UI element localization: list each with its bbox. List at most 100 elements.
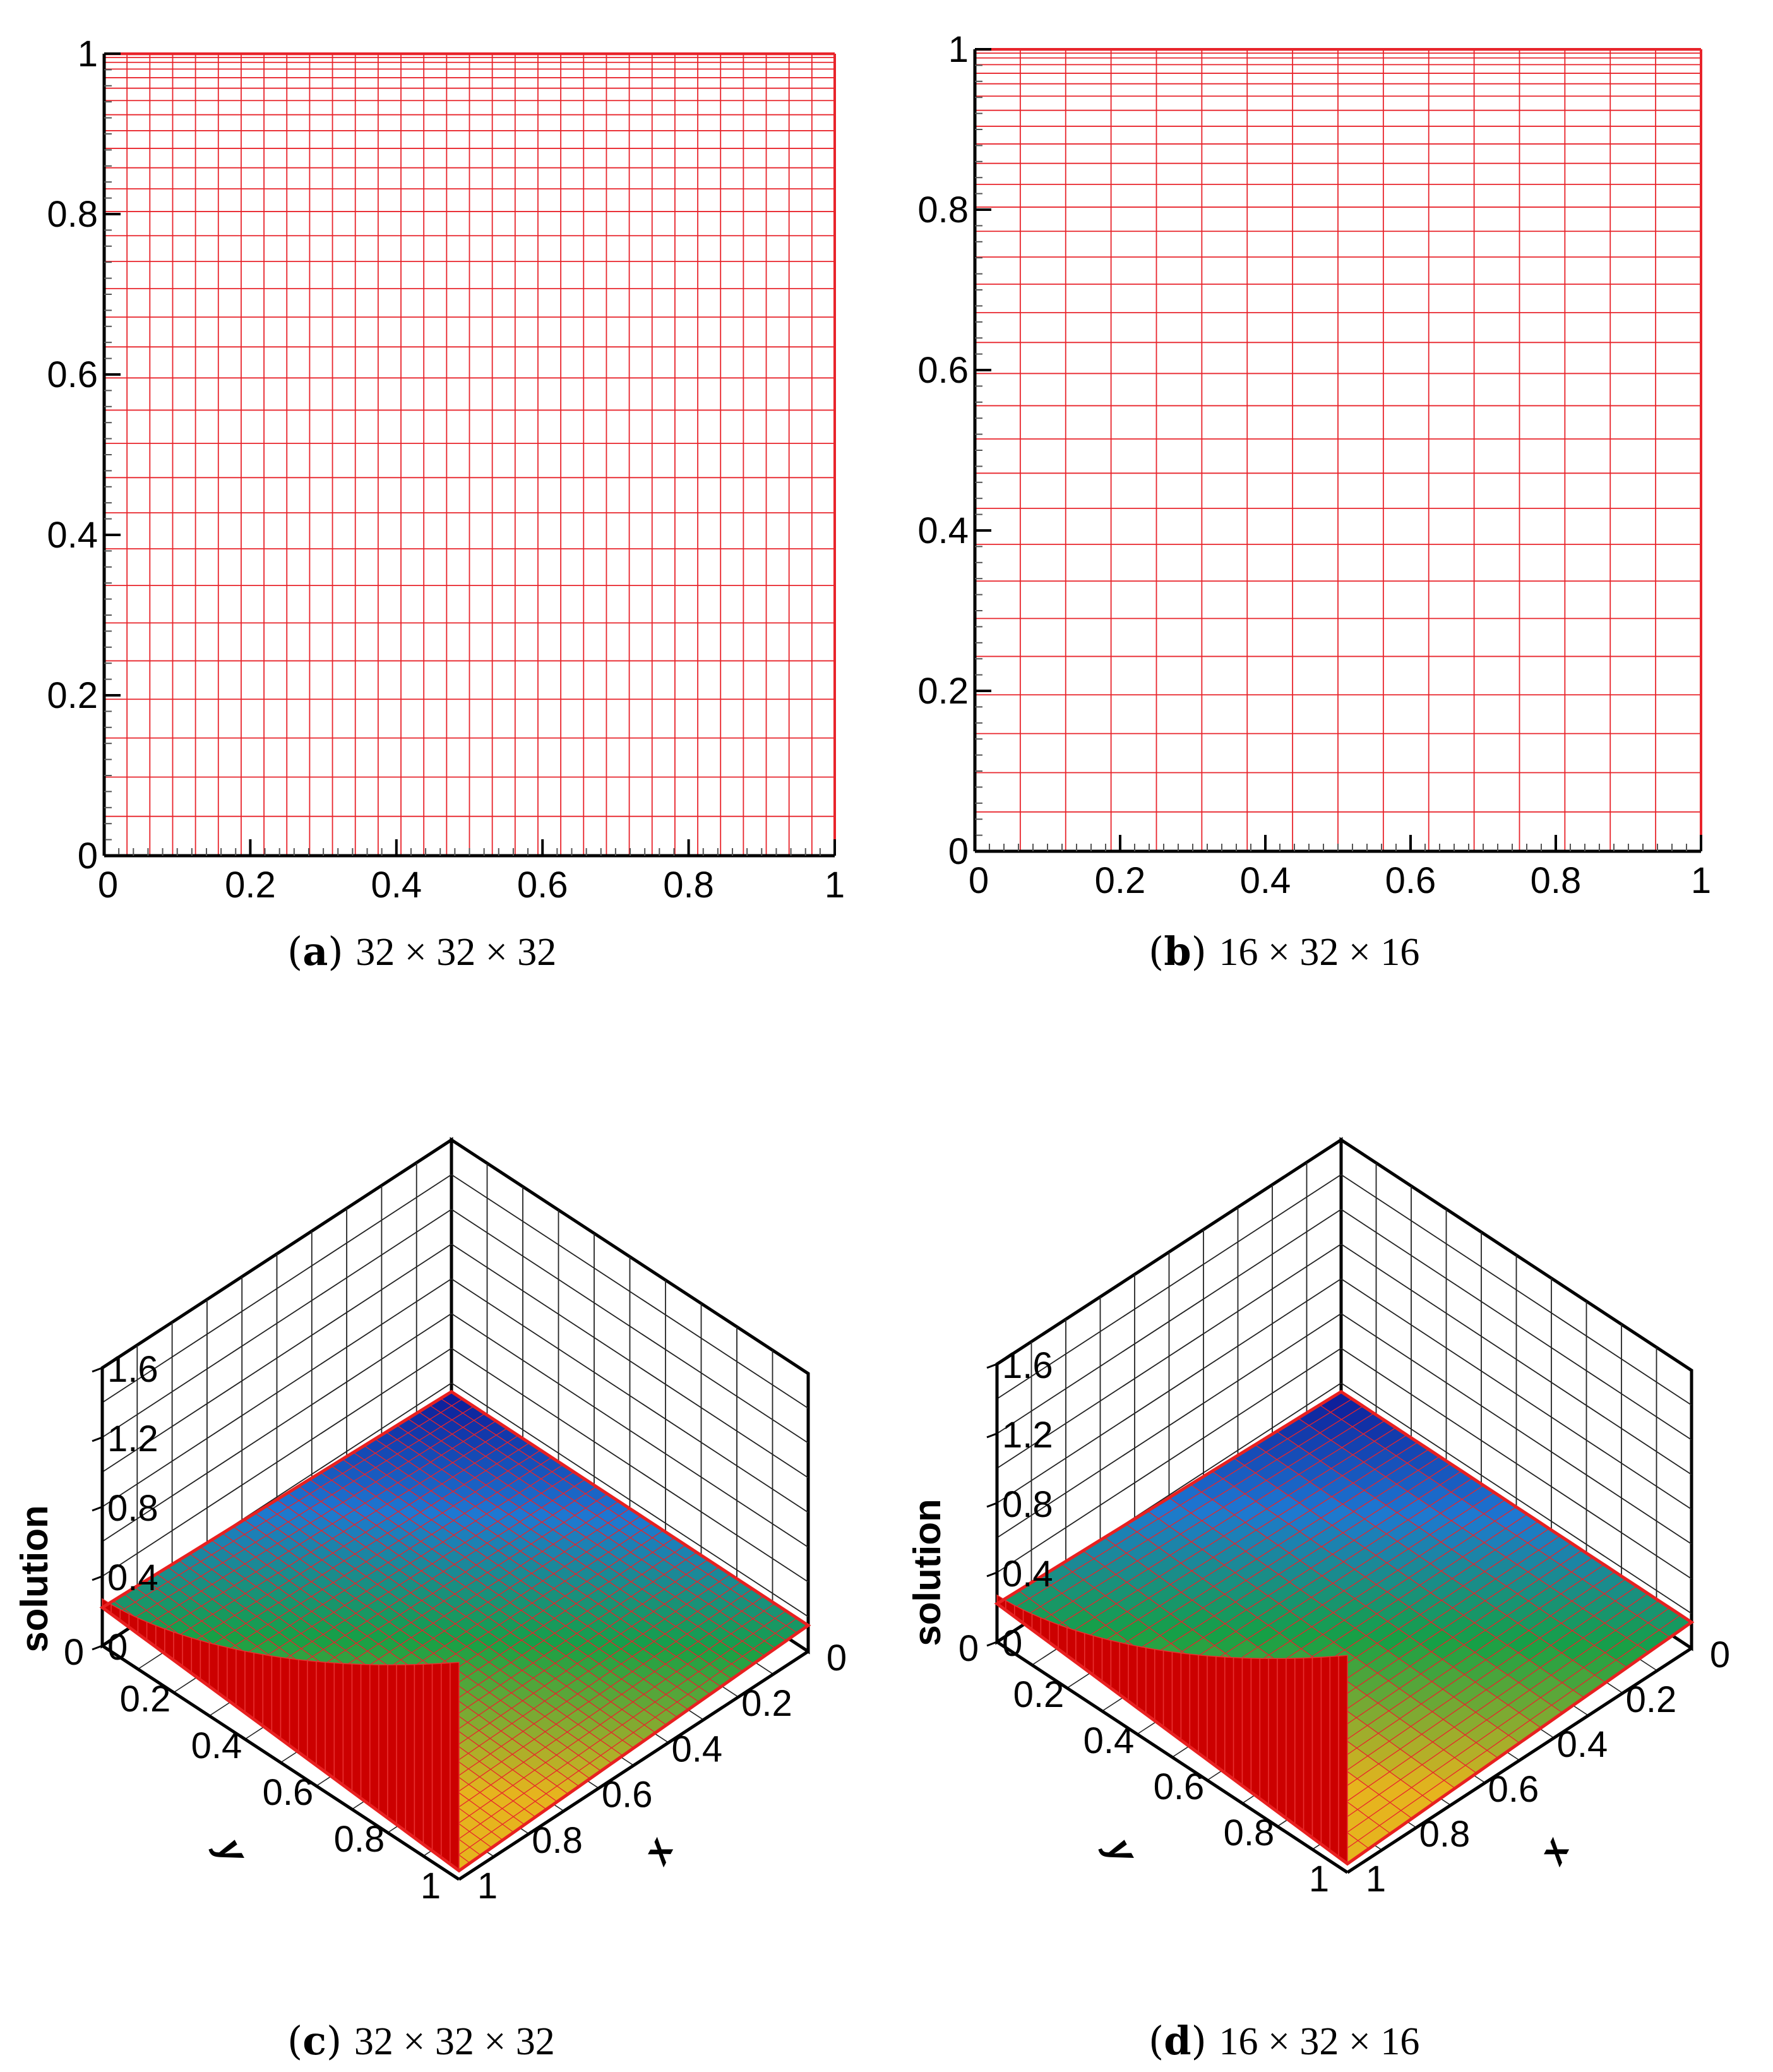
- wall-strip: [289, 1658, 299, 1754]
- x-tick-label: 0.8: [532, 1820, 583, 1861]
- y-tick-label: 0.4: [191, 1725, 242, 1766]
- wall-grid-line: [102, 1348, 452, 1577]
- wall-strip: [1101, 1638, 1112, 1689]
- x-tick-label: 0.2: [1626, 1679, 1677, 1720]
- caption-a-letter: a: [302, 928, 328, 974]
- x-tick-label: 1: [1691, 860, 1711, 901]
- wall-strip: [1259, 1658, 1269, 1807]
- wall-grid-line: [996, 1278, 1342, 1504]
- y-tick-label: 0.6: [47, 354, 98, 395]
- wall-strip: [450, 1662, 460, 1872]
- mesh-plot-b: 0 0.2 0.4 0.6 0.8 1 0 0.2 0.4 0.6 0.8 1: [917, 29, 1711, 901]
- wall-strip: [414, 1663, 424, 1846]
- wall-strip: [369, 1664, 379, 1812]
- wall-grid-line: [1340, 1348, 1692, 1579]
- wall-strip: [1180, 1652, 1191, 1748]
- wall-strip: [227, 1646, 237, 1708]
- wall-strip: [1329, 1655, 1339, 1859]
- wall-grid-line: [451, 1348, 809, 1583]
- surface-plot-c: 0 0.4 0.8 1.2 1.6 0 0.2 0.4 0.6 0.8 1 0 0.2 0.4 0.6 0.8…: [13, 1137, 847, 1907]
- x-tick-label: 0: [98, 865, 118, 906]
- wall-strip: [396, 1664, 407, 1833]
- caption-b-letter: b: [1164, 928, 1191, 974]
- y-tick-label: 0: [64, 1632, 84, 1673]
- wall-strip: [1268, 1658, 1278, 1813]
- wall-strip: [1294, 1657, 1304, 1833]
- wall-grid-line: [451, 1278, 809, 1513]
- wall-grid-line: [102, 1243, 452, 1473]
- wall-strip: [387, 1664, 397, 1826]
- z-tick-label: 1.2: [107, 1418, 158, 1459]
- x-tick-label: 0: [1710, 1634, 1730, 1675]
- wall-strip: [1154, 1648, 1164, 1728]
- wall-strip: [1224, 1656, 1234, 1780]
- x-axis-title: x: [633, 1830, 682, 1872]
- surface-plot-d: 0 0.4 0.8 1.2 1.6 0 0.2 0.4 0.6 0.8 1 0 0.2 0.4 0.6 0.8…: [906, 1137, 1730, 1900]
- wall-strip: [1250, 1658, 1261, 1800]
- wall-strip: [1119, 1641, 1129, 1703]
- wall-strip: [271, 1655, 282, 1740]
- wall-grid-line: [102, 1174, 452, 1403]
- wall-strip: [1207, 1655, 1217, 1768]
- y-tick-label: 1: [421, 1865, 441, 1907]
- wall-grid-line: [1340, 1278, 1692, 1510]
- x-tick-label: 0.2: [741, 1683, 792, 1724]
- mesh-grid: [974, 48, 1702, 853]
- z-tick-label: 0: [107, 1627, 128, 1668]
- panel-d: 0 0.4 0.8 1.2 1.6 0 0.2 0.4 0.6 0.8 1 0 0.2 0.4 0.6 0.8…: [886, 1036, 1773, 2072]
- y-tick-label: 0.8: [334, 1819, 385, 1860]
- z-major-tick: [986, 1432, 998, 1439]
- wall-grid-line: [996, 1209, 1342, 1434]
- z-major-tick: [986, 1641, 998, 1647]
- wall-strip: [1215, 1656, 1226, 1774]
- y-axis-title: y: [208, 1829, 256, 1871]
- mesh-plot-a: 0 0.2 0.4 0.6 0.8 1 0 0.2 0.4 0.6 0.8 1: [47, 33, 845, 906]
- z-major-tick: [986, 1502, 998, 1508]
- wall-strip: [280, 1656, 290, 1747]
- wall-grid-line: [102, 1278, 452, 1507]
- y-tick-label: 0.4: [47, 515, 98, 556]
- y-tick-label: 0.4: [917, 510, 969, 551]
- wall-strip: [1320, 1656, 1331, 1852]
- z-major-tick: [986, 1363, 998, 1369]
- y-tick-label: 0.8: [1224, 1812, 1275, 1853]
- wall-strip: [244, 1650, 254, 1721]
- x-tick-label: 0: [827, 1638, 847, 1679]
- panel-c: 0 0.4 0.8 1.2 1.6 0 0.2 0.4 0.6 0.8 1 0 0.2 0.4 0.6 0.8…: [0, 1036, 886, 2072]
- wall-strip: [325, 1662, 335, 1780]
- y-tick-label: 0.6: [917, 350, 969, 391]
- x-tick-label: 0.2: [1095, 860, 1146, 901]
- wall-grid-line: [451, 1209, 809, 1444]
- z-axis-title: solution: [906, 1499, 948, 1646]
- wall-strip: [1241, 1657, 1252, 1794]
- wall-strip: [298, 1659, 308, 1760]
- wall-strip: [1145, 1647, 1155, 1722]
- y-tick-label: 0.4: [1084, 1720, 1135, 1761]
- surface-border: [99, 1389, 811, 1873]
- x-tick-label: 0.8: [1419, 1814, 1471, 1855]
- z-tick-label: 0: [1002, 1623, 1022, 1664]
- wall-strip: [1198, 1654, 1208, 1761]
- y-tick-label: 0.8: [47, 194, 98, 235]
- x-tick-label: 0.6: [1488, 1769, 1539, 1810]
- wall-grid-line: [1340, 1209, 1692, 1440]
- wall-strip: [405, 1664, 415, 1839]
- x-tick-label: 1: [1366, 1859, 1386, 1900]
- x-axis-title: x: [1529, 1830, 1578, 1872]
- surface-border: [994, 1389, 1695, 1866]
- y-tick-label: 0.2: [120, 1679, 171, 1720]
- wall-strip: [1303, 1657, 1313, 1839]
- z-axis-title: solution: [13, 1505, 56, 1652]
- y-tick-label: 0.2: [47, 675, 98, 716]
- z-tick-label: 0.4: [107, 1557, 158, 1598]
- caption-c: (c) 32 × 32 × 32: [287, 2018, 555, 2064]
- x-tick-label: 1: [477, 1865, 498, 1907]
- wall-grid-line: [451, 1243, 809, 1478]
- y-tick-label: 0.2: [1013, 1674, 1065, 1715]
- x-tick-label: 0.2: [225, 865, 276, 906]
- wall-strip: [1189, 1653, 1199, 1754]
- y-axis-title: y: [1097, 1829, 1146, 1871]
- y-tick-label: 1: [78, 33, 98, 75]
- y-tick-label: 0.6: [1154, 1766, 1205, 1807]
- z-major-tick: [92, 1575, 103, 1581]
